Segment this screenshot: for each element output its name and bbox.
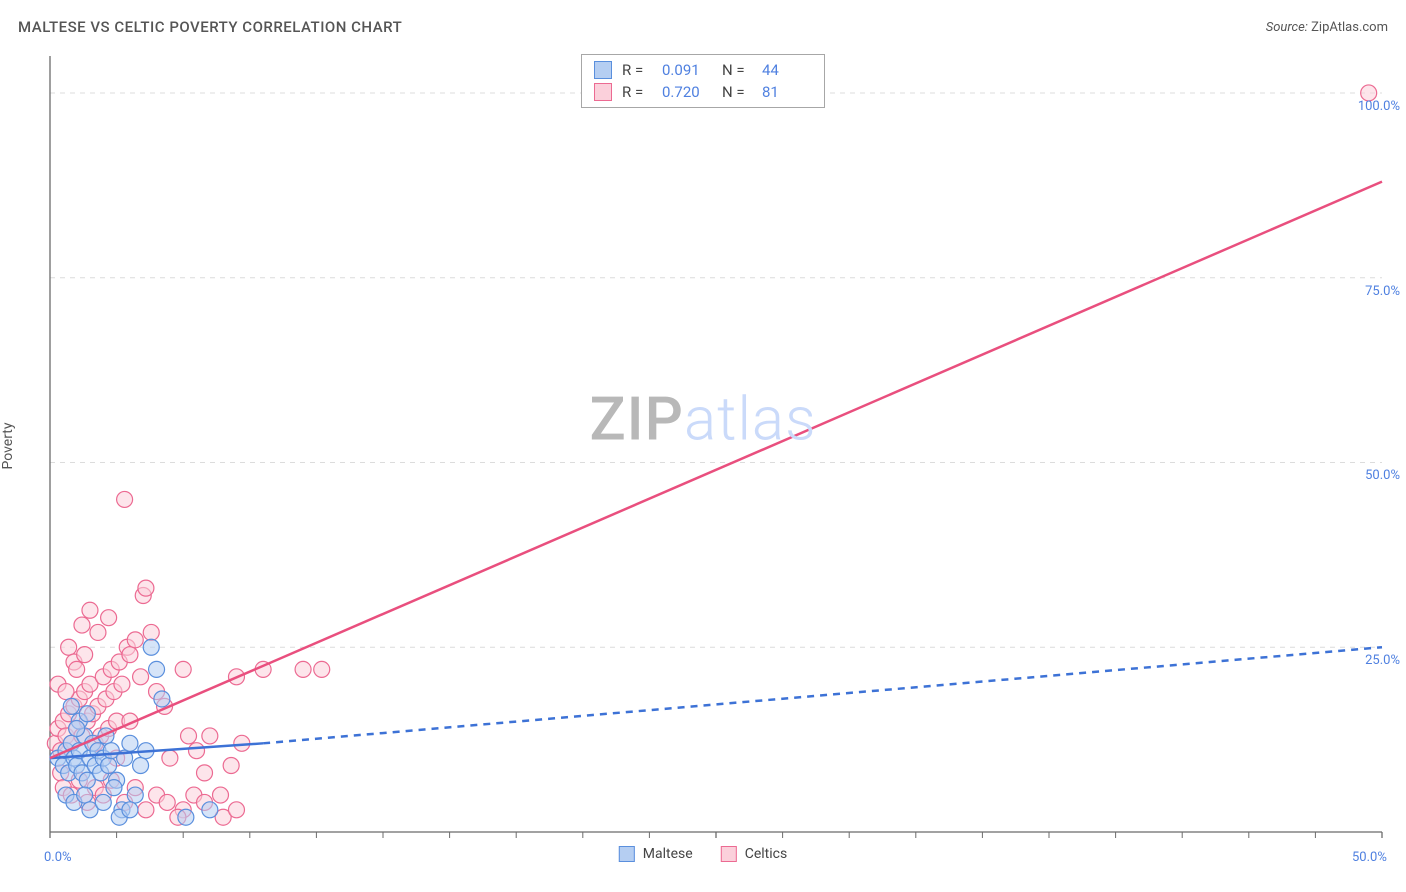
r-value-celtics: 0.720: [662, 83, 712, 101]
y-tick-label: 50.0%: [1365, 468, 1400, 483]
stat-row-celtics: R = 0.720 N = 81: [594, 81, 812, 103]
r-label: R =: [622, 61, 652, 79]
source-attribution: Source: ZipAtlas.com: [1266, 20, 1388, 35]
r-value-maltese: 0.091: [662, 61, 712, 79]
correlation-stats-box: R = 0.091 N = 44 R = 0.720 N = 81: [581, 54, 825, 108]
chart-header: MALTESE VS CELTIC POVERTY CORRELATION CH…: [18, 18, 1388, 36]
scatter-chart-svg: [44, 50, 1388, 838]
n-label: N =: [722, 61, 752, 79]
source-name: ZipAtlas.com: [1311, 20, 1388, 35]
legend-label-maltese: Maltese: [643, 846, 693, 862]
n-value-celtics: 81: [762, 83, 812, 101]
r-label: R =: [622, 83, 652, 101]
y-tick-label: 25.0%: [1365, 653, 1400, 668]
x-tick-label: 50.0%: [1352, 850, 1387, 865]
legend-label-celtics: Celtics: [745, 846, 787, 862]
legend-swatch-maltese: [619, 846, 635, 862]
swatch-celtics: [594, 83, 612, 101]
stat-row-maltese: R = 0.091 N = 44: [594, 59, 812, 81]
y-axis-label: Poverty: [0, 422, 16, 469]
chart-title: MALTESE VS CELTIC POVERTY CORRELATION CH…: [18, 18, 402, 36]
x-tick-label: 0.0%: [44, 850, 72, 865]
legend-swatch-celtics: [721, 846, 737, 862]
y-tick-label: 100.0%: [1358, 99, 1400, 114]
legend-item-celtics: Celtics: [721, 846, 787, 862]
legend-item-maltese: Maltese: [619, 846, 693, 862]
legend: Maltese Celtics: [619, 846, 787, 862]
swatch-maltese: [594, 61, 612, 79]
y-tick-label: 75.0%: [1365, 284, 1400, 299]
chart-area: [44, 50, 1388, 838]
n-label: N =: [722, 83, 752, 101]
source-prefix: Source:: [1266, 20, 1308, 35]
n-value-maltese: 44: [762, 61, 812, 79]
